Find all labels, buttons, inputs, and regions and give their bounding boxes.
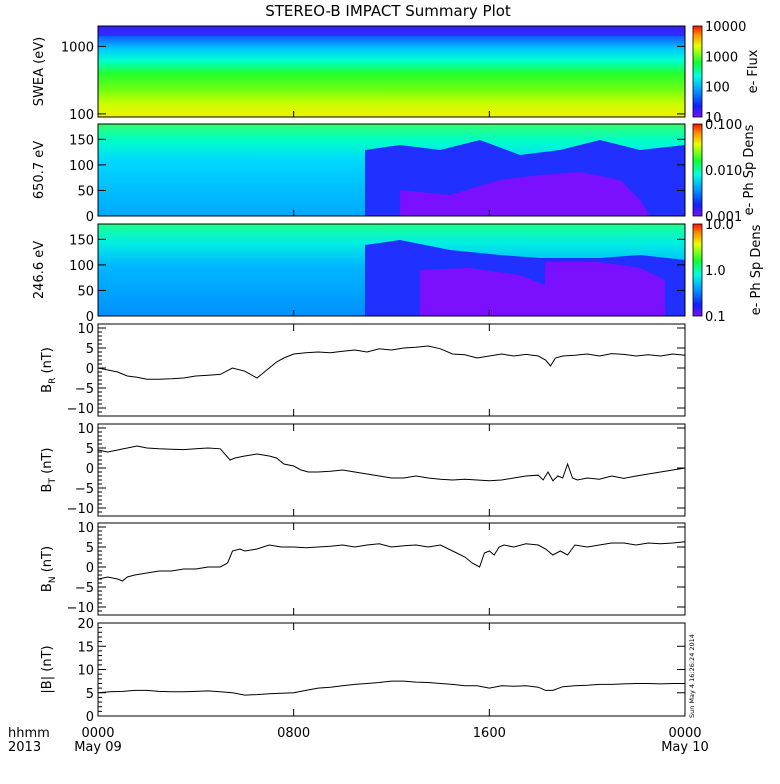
swea-top-band xyxy=(98,26,685,36)
br-ytick-label-1: −5 xyxy=(75,382,94,397)
bn-ytick-label-3: 5 xyxy=(86,541,94,556)
br-ylabel-sub: R xyxy=(48,378,58,384)
pad650-ytick-label-0: 0 xyxy=(86,210,94,225)
swea-spectrogram-panel xyxy=(97,25,686,118)
bt-ylabel-unit: (nT) xyxy=(40,448,55,478)
bmag-ylabel-main: |B| xyxy=(40,676,55,694)
bn-panel-frame xyxy=(97,522,686,616)
br-ylabel: BR (nT) xyxy=(40,347,58,393)
pad650-ytick-label-1: 50 xyxy=(77,184,94,199)
x-tick-label-0: 0000 xyxy=(81,726,114,741)
pad246-panel-frame xyxy=(97,223,686,317)
pad246-ytick-label-3: 150 xyxy=(69,233,94,248)
br-ylabel-unit: (nT) xyxy=(40,347,55,377)
pad650-lowest-density-region xyxy=(400,172,650,216)
pad650-colorbar-gradient xyxy=(692,123,703,217)
bmag-ytick-label-3: 15 xyxy=(77,640,94,655)
pad246-colorbar xyxy=(692,223,703,317)
x-tick-label-1: 0800 xyxy=(277,726,310,741)
bmag-ylabel-unit: (nT) xyxy=(40,645,55,675)
bt-ytick-label-3: 5 xyxy=(86,442,94,457)
swea-colorbar-tick-2: 100 xyxy=(705,81,730,96)
pad650-spectrogram-panel xyxy=(97,123,686,217)
pad650-colorbar-tick-0: 0.100 xyxy=(705,118,742,133)
pad246-colorbar-gradient xyxy=(692,223,703,317)
swea-ytick-label-1: 1000 xyxy=(61,40,94,55)
pad650-ytick-label-3: 150 xyxy=(69,133,94,148)
x-tick-label-2: 1600 xyxy=(473,726,506,741)
br-ylabel-main: B xyxy=(40,384,55,393)
bt-ytick-label-4: 10 xyxy=(77,422,94,437)
swea-ylabel: SWEA (eV) xyxy=(32,37,47,106)
bn-series-line xyxy=(97,541,686,582)
swea-colorbar-tick-1: 1000 xyxy=(705,50,738,65)
pad246-colorbar-tick-0: 10.0 xyxy=(705,218,734,233)
bn-ylabel: BN (nT) xyxy=(40,546,58,592)
bmag-ytick-label-0: 0 xyxy=(86,710,94,725)
bt-ylabel: BT (nT) xyxy=(40,448,58,493)
x-tick-label-3: 0000 xyxy=(668,726,701,741)
bn-ytick-label-4: 10 xyxy=(77,521,94,536)
br-ytick-label-3: 5 xyxy=(86,342,94,357)
bn-ylabel-sub: N xyxy=(48,576,58,583)
bt-ytick-label-1: −5 xyxy=(75,482,94,497)
bn-ylabel-unit: (nT) xyxy=(40,546,55,576)
pad246-colorbar-label: e- Ph Sp Dens xyxy=(749,224,764,315)
bmag-ytick-label-4: 20 xyxy=(77,617,94,632)
bmag-ytick-label-2: 10 xyxy=(77,664,94,679)
bmag-panel-frame xyxy=(97,622,686,717)
bt-ylabel-sub: T xyxy=(48,478,58,485)
corner-label-year: 2013 xyxy=(8,740,41,755)
bmag-ylabel: |B| (nT) xyxy=(40,645,55,693)
x-tick-date-0: May 09 xyxy=(74,740,122,755)
pad650-panel-frame xyxy=(97,123,686,217)
bmag-series-line xyxy=(97,680,685,696)
bt-series-line xyxy=(97,445,686,482)
bt-ytick-label-2: 0 xyxy=(86,462,94,477)
pad650-colorbar xyxy=(692,123,703,217)
pad246-ytick-label-0: 0 xyxy=(86,310,94,325)
swea-spectrogram-image xyxy=(98,26,685,117)
pad246-colorbar-tick-1: 1.0 xyxy=(705,264,726,279)
bn-ylabel-main: B xyxy=(40,583,55,592)
br-series-line xyxy=(97,345,686,380)
creation-timestamp: Sun May 4 16:26:24 2014 xyxy=(688,634,696,718)
pad246-colorbar-tick-2: 0.1 xyxy=(705,310,726,325)
br-ytick-label-0: −10 xyxy=(67,402,94,417)
pad650-ytick-label-2: 100 xyxy=(69,159,94,174)
pad650-colorbar-label: e- Ph Sp Dens xyxy=(742,124,757,215)
bmag-ytick-label-1: 5 xyxy=(86,687,94,702)
pad246-ytick-label-1: 50 xyxy=(77,284,94,299)
br-ytick-label-4: 10 xyxy=(77,322,94,337)
corner-label-hhmm: hhmm xyxy=(8,726,50,741)
swea-colorbar-tick-3: 10 xyxy=(705,111,722,126)
bn-ytick-label-0: −10 xyxy=(67,601,94,616)
pad246-lowest-density-region xyxy=(420,262,665,316)
pad246-ytick-label-2: 100 xyxy=(69,259,94,274)
br-ytick-label-2: 0 xyxy=(86,362,94,377)
pad650-ylabel: 650.7 eV xyxy=(32,141,47,199)
bt-ytick-label-0: −10 xyxy=(67,502,94,517)
pad650-colorbar-tick-1: 0.010 xyxy=(705,164,742,179)
plot-title: STEREO-B IMPACT Summary Plot xyxy=(265,2,511,20)
bt-panel-frame xyxy=(97,423,686,517)
swea-panel-frame xyxy=(97,25,686,118)
br-panel-frame xyxy=(97,323,686,417)
bt-ylabel-main: B xyxy=(40,484,55,493)
pad246-spectrogram-panel xyxy=(97,223,686,317)
bn-ytick-label-1: −5 xyxy=(75,581,94,596)
x-tick-date-3: May 10 xyxy=(661,740,709,755)
swea-colorbar-tick-0: 10000 xyxy=(705,20,746,35)
pad246-ylabel: 246.6 eV xyxy=(32,241,47,299)
swea-ytick-label-0: 100 xyxy=(69,108,94,123)
pad650-colorbar-tick-2: 0.001 xyxy=(705,210,742,225)
bn-ytick-label-2: 0 xyxy=(86,561,94,576)
swea-colorbar-gradient xyxy=(692,25,703,118)
swea-colorbar xyxy=(692,25,703,118)
swea-colorbar-label: e- Flux xyxy=(746,49,761,93)
